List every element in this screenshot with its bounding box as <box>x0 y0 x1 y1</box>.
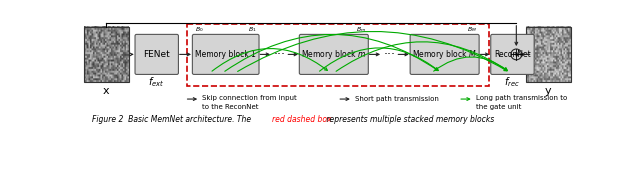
Text: Memory block $M$: Memory block $M$ <box>412 48 477 61</box>
Text: $B_1$: $B_1$ <box>248 25 257 34</box>
Bar <box>84 27 129 82</box>
Text: ···: ··· <box>383 48 396 61</box>
Text: $B_0$: $B_0$ <box>195 25 204 34</box>
Text: to the ReconNet: to the ReconNet <box>202 104 259 110</box>
Text: Figure 2  Basic MemNet architecture. The: Figure 2 Basic MemNet architecture. The <box>92 115 253 124</box>
Text: $B_m$: $B_m$ <box>356 25 366 34</box>
Text: represents multiple stacked memory blocks: represents multiple stacked memory block… <box>324 115 494 124</box>
FancyBboxPatch shape <box>410 34 479 74</box>
Bar <box>525 27 571 82</box>
Text: y: y <box>545 86 552 96</box>
Text: Short path transmission: Short path transmission <box>355 96 439 102</box>
Text: Memory block $m$: Memory block $m$ <box>301 48 366 61</box>
FancyBboxPatch shape <box>193 34 259 74</box>
Text: x: x <box>103 86 109 96</box>
Text: $f_{ext}$: $f_{ext}$ <box>148 75 165 89</box>
Text: red dashed box: red dashed box <box>272 115 332 124</box>
Text: Skip connection from input: Skip connection from input <box>202 95 297 101</box>
Text: the gate unit: the gate unit <box>476 104 522 110</box>
Text: FENet: FENet <box>143 50 170 59</box>
FancyBboxPatch shape <box>491 34 534 74</box>
FancyBboxPatch shape <box>300 34 368 74</box>
Text: ReconNet: ReconNet <box>494 50 531 59</box>
Text: $B_M$: $B_M$ <box>467 25 477 34</box>
Text: Long path transmission to: Long path transmission to <box>476 95 567 101</box>
Text: Memory block 1: Memory block 1 <box>195 50 256 59</box>
Text: $f_{rec}$: $f_{rec}$ <box>504 75 520 89</box>
Bar <box>187 24 489 86</box>
FancyBboxPatch shape <box>135 34 179 74</box>
Text: ···: ··· <box>273 48 285 61</box>
